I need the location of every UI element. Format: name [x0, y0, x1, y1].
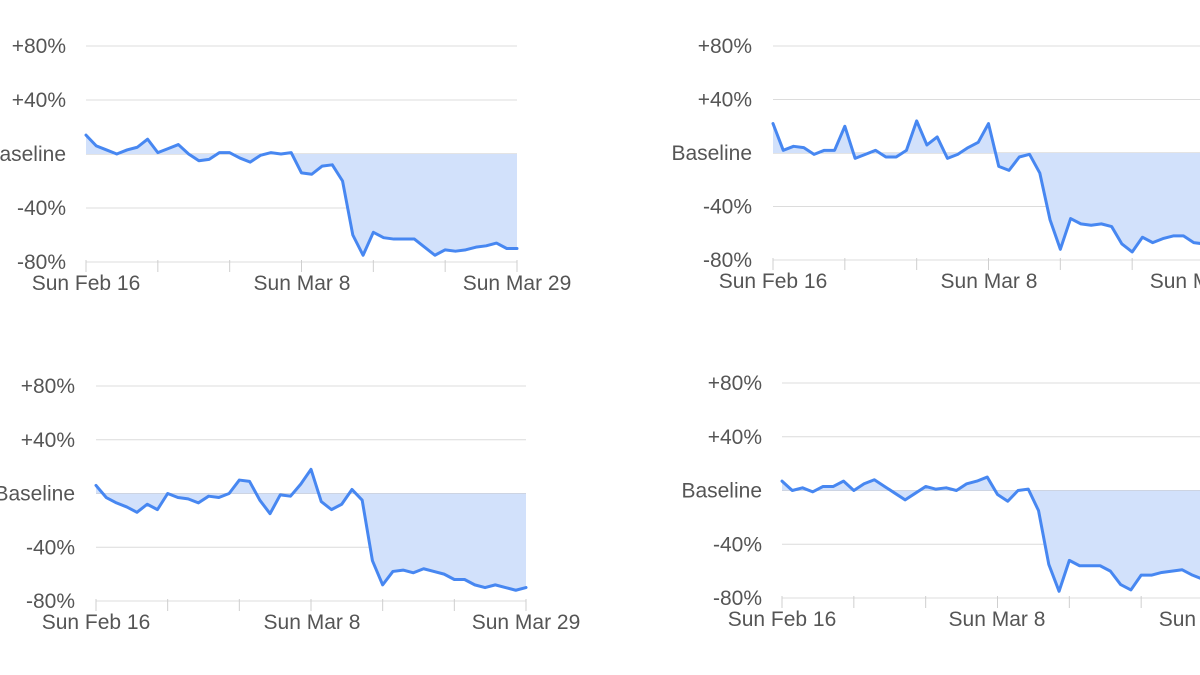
y-tick-label: Baseline: [0, 143, 66, 166]
y-tick-label: -40%: [713, 533, 762, 556]
x-tick-label: Sun Mar 29: [472, 611, 581, 634]
y-tick-label: -80%: [713, 587, 762, 610]
x-tick-label: Sun Mar 8: [254, 272, 351, 295]
x-tick-label: Sun Mar 29: [1159, 608, 1200, 631]
x-tick-label: Sun Mar 8: [941, 270, 1038, 293]
x-tick-label: Sun Mar 29: [1150, 270, 1200, 293]
y-tick-label: +80%: [698, 35, 752, 58]
series-line: [771, 119, 1200, 254]
x-tick-label: Sun Feb 16: [42, 611, 151, 634]
series-line: [94, 467, 528, 592]
y-tick-label: -80%: [26, 590, 75, 613]
x-tick-label: Sun Mar 8: [264, 611, 361, 634]
y-tick-label: Baseline: [671, 142, 752, 165]
chart-panel-3: +80% +40% Baseline -40% -80%Sun Feb 16 Sun Ma…: [0, 375, 580, 634]
y-tick-label: -80%: [17, 251, 66, 274]
y-tick-label: Baseline: [681, 480, 762, 503]
y-tick-label: -40%: [703, 196, 752, 219]
y-tick-label: +40%: [708, 426, 762, 449]
y-tick-label: +80%: [12, 35, 66, 58]
x-tick-label: Sun Mar 29: [463, 272, 572, 295]
y-tick-label: +40%: [12, 89, 66, 112]
series-area: [96, 469, 526, 591]
x-tick-label: Sun Feb 16: [728, 608, 837, 631]
y-tick-label: -40%: [26, 536, 75, 559]
y-tick-label: -40%: [17, 197, 66, 220]
x-tick-label: Sun Feb 16: [32, 272, 141, 295]
series-area: [782, 477, 1200, 592]
y-tick-label: Baseline: [0, 483, 75, 506]
series-area: [773, 120, 1200, 252]
chart-panel-4: +80% +40% Baseline -40% -80%Sun Feb 16 Sun Ma…: [681, 372, 1200, 631]
y-tick-label: +80%: [708, 372, 762, 395]
series-line: [84, 133, 519, 257]
chart-panel-2: +80% +40% Baseline -40% -80%Sun Feb 16 Sun Ma…: [671, 35, 1200, 293]
y-tick-label: +40%: [21, 429, 75, 452]
x-tick-label: Sun Mar 8: [949, 608, 1046, 631]
y-tick-label: +80%: [21, 375, 75, 398]
y-tick-label: -80%: [703, 249, 752, 272]
series-line: [780, 475, 1200, 593]
chart-panel-1: +80% +40% Baseline -40% -80%Sun Feb 16 Sun Ma…: [0, 35, 571, 295]
series-area: [86, 135, 517, 256]
x-tick-label: Sun Feb 16: [719, 270, 828, 293]
y-tick-label: +40%: [698, 89, 752, 112]
